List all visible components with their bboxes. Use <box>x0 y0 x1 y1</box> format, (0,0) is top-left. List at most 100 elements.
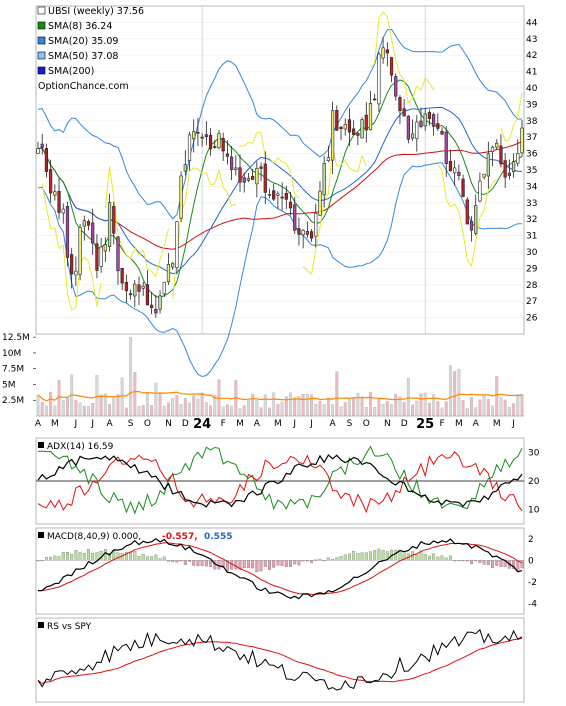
volume-bar <box>318 401 322 417</box>
macd-histogram-bar <box>369 551 372 561</box>
candle-body <box>187 134 192 161</box>
price-candle <box>141 281 145 296</box>
price-tick-label: 38 <box>526 117 538 127</box>
sar-segment <box>62 245 68 294</box>
volume-bar <box>322 404 326 417</box>
volume-bar <box>116 394 120 417</box>
macd-histogram-bar <box>154 554 158 561</box>
sar-segment <box>113 197 119 235</box>
volume-bar <box>423 392 427 417</box>
macd-histogram-bar <box>175 560 179 563</box>
candle-body <box>381 47 385 59</box>
x-tick-label: A <box>330 419 337 429</box>
sar-segment <box>407 97 413 104</box>
volume-bar <box>204 402 208 417</box>
price-candle <box>432 112 436 136</box>
sar-segment <box>71 306 77 311</box>
sar-segment <box>386 16 393 40</box>
price-candle <box>474 194 478 236</box>
volume-bar <box>364 407 368 417</box>
macd-histogram-bar <box>204 560 208 567</box>
volume-bar <box>276 403 280 417</box>
candle-body <box>246 178 251 181</box>
sar-segment <box>508 125 515 140</box>
candle-body <box>128 293 133 296</box>
price-candle <box>259 162 263 182</box>
price-candle <box>381 36 385 64</box>
candle-body <box>276 193 280 196</box>
volume-bar <box>339 406 343 417</box>
volume-bar <box>314 403 318 417</box>
candle-body <box>179 175 183 219</box>
price-tick-label: 37 <box>526 133 537 143</box>
volume-bar <box>415 400 419 417</box>
candle-body <box>373 98 377 101</box>
macd-histogram-bar <box>255 560 259 573</box>
volume-bar <box>293 397 297 417</box>
macd-histogram-bar <box>478 560 482 563</box>
price-candle <box>415 115 419 152</box>
candle-body <box>398 97 402 112</box>
sar-segment <box>353 170 358 173</box>
macd-label: MACD(8,40,9) 0.000, <box>47 532 141 542</box>
candle-body <box>166 264 171 283</box>
macd-tick-label: -2 <box>528 578 537 588</box>
price-candle <box>82 215 86 241</box>
sar-segment <box>420 77 426 91</box>
x-tick-label: J <box>292 419 296 429</box>
rs-line <box>37 628 523 691</box>
volume-bar <box>120 377 124 417</box>
price-tick-label: 31 <box>526 232 537 242</box>
macd-histogram-bar <box>61 552 65 561</box>
volume-tick-label: 12.5M <box>2 333 30 343</box>
sar-segment <box>269 157 275 164</box>
price-candle <box>183 150 187 176</box>
price-candle <box>402 98 406 117</box>
volume-bar <box>91 403 95 417</box>
candle-body <box>339 126 343 130</box>
price-candle <box>486 141 490 189</box>
candle-body <box>432 114 436 127</box>
candle-body <box>297 228 301 235</box>
volume-bar <box>343 402 347 417</box>
sar-segment <box>344 160 350 169</box>
sar-segment <box>307 270 312 275</box>
macd-histogram-bar <box>53 555 57 561</box>
sar-segment <box>290 171 296 195</box>
price-candle <box>322 155 326 208</box>
macd-histogram-bar <box>415 554 419 561</box>
price-tick-label: 26 <box>526 314 538 324</box>
macd-histogram-bar <box>87 549 90 561</box>
volume-bar <box>86 406 91 417</box>
price-tick-label: 36 <box>526 150 538 160</box>
price-candle <box>53 184 57 201</box>
candle-body <box>495 142 499 148</box>
volume-bar <box>280 401 284 417</box>
price-candle <box>364 101 368 143</box>
macd-histogram-bar <box>272 560 276 568</box>
price-candle <box>301 228 305 249</box>
price-candle <box>389 56 394 83</box>
sar-segment <box>445 199 451 208</box>
price-tick-label: 28 <box>526 281 538 291</box>
candle-body <box>490 146 495 153</box>
candle-body <box>305 231 309 235</box>
price-tick-label: 39 <box>526 100 538 110</box>
price-tick-label: 42 <box>526 51 537 61</box>
macd-tick-label: 0 <box>528 556 534 566</box>
sar-segment <box>248 141 253 144</box>
volume-bar <box>166 402 170 417</box>
macd-histogram-bar <box>116 552 120 561</box>
price-candle <box>221 132 225 161</box>
price-candle <box>74 256 78 286</box>
price-candle <box>482 173 486 180</box>
adx-panel: 10 20 30 ADX(14) 16.59 <box>35 437 540 525</box>
macd-histogram-bar <box>352 551 356 561</box>
macd-histogram-bar <box>145 556 149 561</box>
candle-body <box>309 231 314 239</box>
candle-body <box>511 161 516 173</box>
x-tick-label: J <box>74 419 78 429</box>
price-candle <box>57 178 61 220</box>
volume-bar <box>225 404 229 417</box>
price-tick-label: 34 <box>526 182 538 192</box>
